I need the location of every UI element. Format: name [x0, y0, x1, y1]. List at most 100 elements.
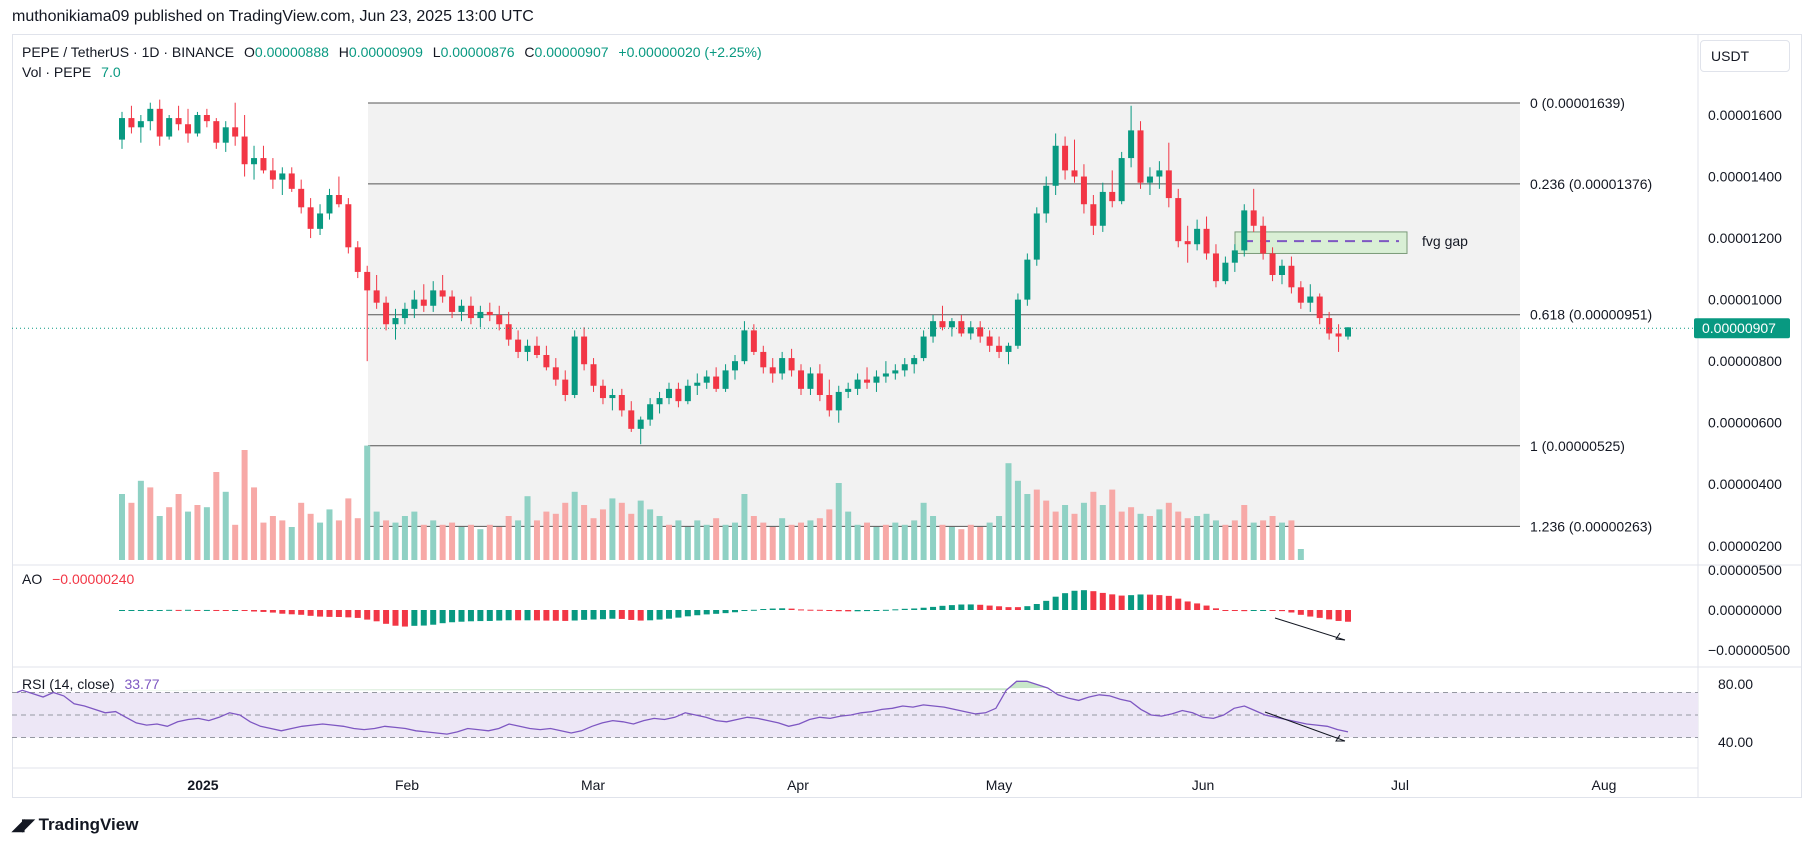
volume-bar [1118, 511, 1125, 560]
candle-body [647, 404, 654, 420]
ao-bar [920, 607, 927, 610]
ao-bar [1071, 590, 1078, 610]
close-label: C [524, 44, 535, 60]
ao-bar [1090, 591, 1097, 610]
ao-bar [986, 605, 993, 610]
ao-legend: AO −0.00000240 [22, 571, 134, 587]
ao-bar [779, 608, 786, 610]
candle-body [1175, 198, 1182, 242]
volume-bar [269, 516, 276, 560]
candle-body [185, 124, 192, 134]
ao-bar [1033, 603, 1040, 610]
candle-body [571, 336, 578, 395]
ao-bar [119, 610, 125, 611]
volume-bar [137, 480, 144, 560]
volume-bar [647, 509, 654, 560]
volume-label[interactable]: Vol · PEPE [22, 64, 92, 80]
volume-bar [1288, 520, 1295, 560]
candle-body [694, 382, 701, 386]
ao-label[interactable]: AO [22, 571, 43, 587]
tradingview-logo[interactable]: ◢◤ TradingView [12, 815, 138, 835]
time-tick-label: Mar [581, 777, 605, 793]
ao-bar [345, 610, 352, 618]
candle-body [948, 321, 955, 328]
ao-bar [1260, 610, 1267, 611]
ao-bar [430, 610, 437, 625]
ao-bar [279, 610, 286, 614]
volume-bar [232, 524, 239, 560]
time-tick-label: Aug [1592, 777, 1617, 793]
volume-bar [543, 511, 550, 560]
volume-bar [769, 527, 776, 560]
volume-bar [1128, 507, 1135, 560]
candle-body [977, 327, 984, 337]
volume-bar [251, 487, 258, 560]
volume-bar [298, 502, 305, 560]
ao-bar [383, 610, 390, 624]
candle-body [1260, 225, 1267, 254]
candle-body [1231, 250, 1238, 263]
ao-bar [581, 610, 588, 620]
volume-bar [996, 516, 1003, 560]
candle-body [901, 364, 908, 371]
candle-body [128, 118, 135, 128]
candle-body [326, 195, 333, 214]
volume-bar [675, 520, 682, 560]
ao-bar [769, 608, 776, 610]
candle-body [1212, 253, 1219, 282]
candle-body [203, 115, 210, 122]
candle-body [911, 358, 918, 365]
volume-bar [1099, 505, 1106, 560]
candle-body [269, 170, 276, 180]
volume-bar [967, 524, 974, 560]
candle-body [750, 330, 757, 352]
volume-bar [1090, 491, 1097, 560]
candle-body [496, 315, 503, 325]
ao-bar [1175, 598, 1182, 610]
volume-bar [345, 498, 352, 560]
volume-bar [798, 522, 805, 560]
candle-body [1345, 327, 1351, 337]
candle-body [137, 121, 144, 128]
currency-unit-button[interactable]: USDT [1700, 40, 1790, 72]
time-tick-label: Jul [1391, 777, 1409, 793]
rsi-label[interactable]: RSI (14, close) [22, 676, 115, 692]
ao-bar [1024, 606, 1031, 610]
volume-bar [920, 502, 927, 560]
ao-bar [1326, 610, 1333, 620]
ao-bar [213, 609, 220, 611]
fib-level-label: 1 (0.00000525) [1530, 438, 1625, 454]
ao-bar [1014, 607, 1021, 610]
candle-body [251, 158, 258, 165]
ao-bar [788, 608, 795, 610]
volume-bar [694, 520, 701, 560]
candle-body [1052, 145, 1059, 186]
ao-bar [1184, 601, 1191, 610]
ao-bar [401, 610, 408, 627]
candle-body [590, 364, 597, 386]
last-price-label: 0.00000907 [1702, 320, 1776, 336]
symbol-name[interactable]: PEPE / TetherUS · 1D · BINANCE [22, 44, 235, 60]
price-tick-label: 0.00001400 [1708, 169, 1782, 185]
ao-bar [807, 609, 814, 611]
ao-bar [467, 610, 474, 622]
candle-body [1080, 176, 1087, 205]
volume-bar [684, 527, 691, 560]
volume-bar [430, 520, 437, 560]
candle-body [1194, 228, 1201, 245]
ao-bar [665, 610, 672, 619]
volume-bar [119, 494, 125, 560]
ao-bar [317, 610, 324, 617]
rsi-divergence-arrow [1264, 711, 1346, 742]
candle-body [307, 207, 314, 229]
volume-bar [213, 472, 220, 560]
open-value: 0.00000888 [254, 44, 329, 60]
candle-body [288, 173, 295, 189]
candle-body [1203, 228, 1210, 254]
ao-bar [307, 610, 314, 616]
volume-bar [1194, 516, 1201, 560]
volume-bar [166, 507, 173, 560]
candle-body [684, 385, 691, 402]
close-value: 0.00000907 [534, 44, 609, 60]
volume-bar [722, 524, 729, 560]
